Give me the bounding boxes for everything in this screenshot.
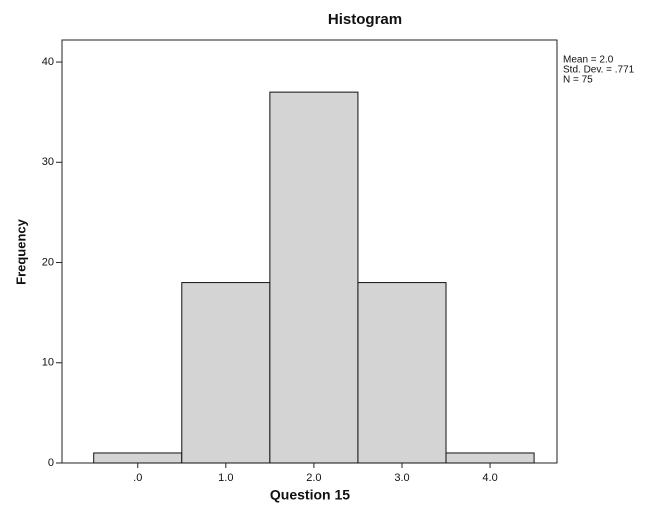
y-tick-label: 40 bbox=[42, 56, 54, 68]
x-tick-label: 4.0 bbox=[482, 472, 497, 484]
x-axis-label: Question 15 bbox=[270, 487, 350, 503]
bar bbox=[269, 91, 359, 464]
y-tick-label: 30 bbox=[42, 156, 54, 168]
x-tick-label: .0 bbox=[133, 472, 142, 484]
bar bbox=[181, 282, 271, 464]
y-tick-label: 0 bbox=[48, 457, 54, 469]
annotation: Mean = 2.0 bbox=[563, 55, 614, 66]
bar bbox=[445, 452, 535, 464]
y-tick-label: 10 bbox=[42, 357, 54, 369]
y-tick-label: 20 bbox=[42, 256, 54, 268]
annotation: Std. Dev. = .771 bbox=[563, 65, 635, 76]
x-tick-label: 3.0 bbox=[394, 472, 409, 484]
bar bbox=[93, 452, 183, 464]
annotation: N = 75 bbox=[563, 75, 593, 86]
y-axis-label: Frequency bbox=[13, 218, 28, 285]
bar bbox=[357, 282, 447, 464]
chart-title: Histogram bbox=[328, 11, 402, 28]
x-tick-label: 2.0 bbox=[306, 472, 321, 484]
x-tick-label: 1.0 bbox=[218, 472, 233, 484]
